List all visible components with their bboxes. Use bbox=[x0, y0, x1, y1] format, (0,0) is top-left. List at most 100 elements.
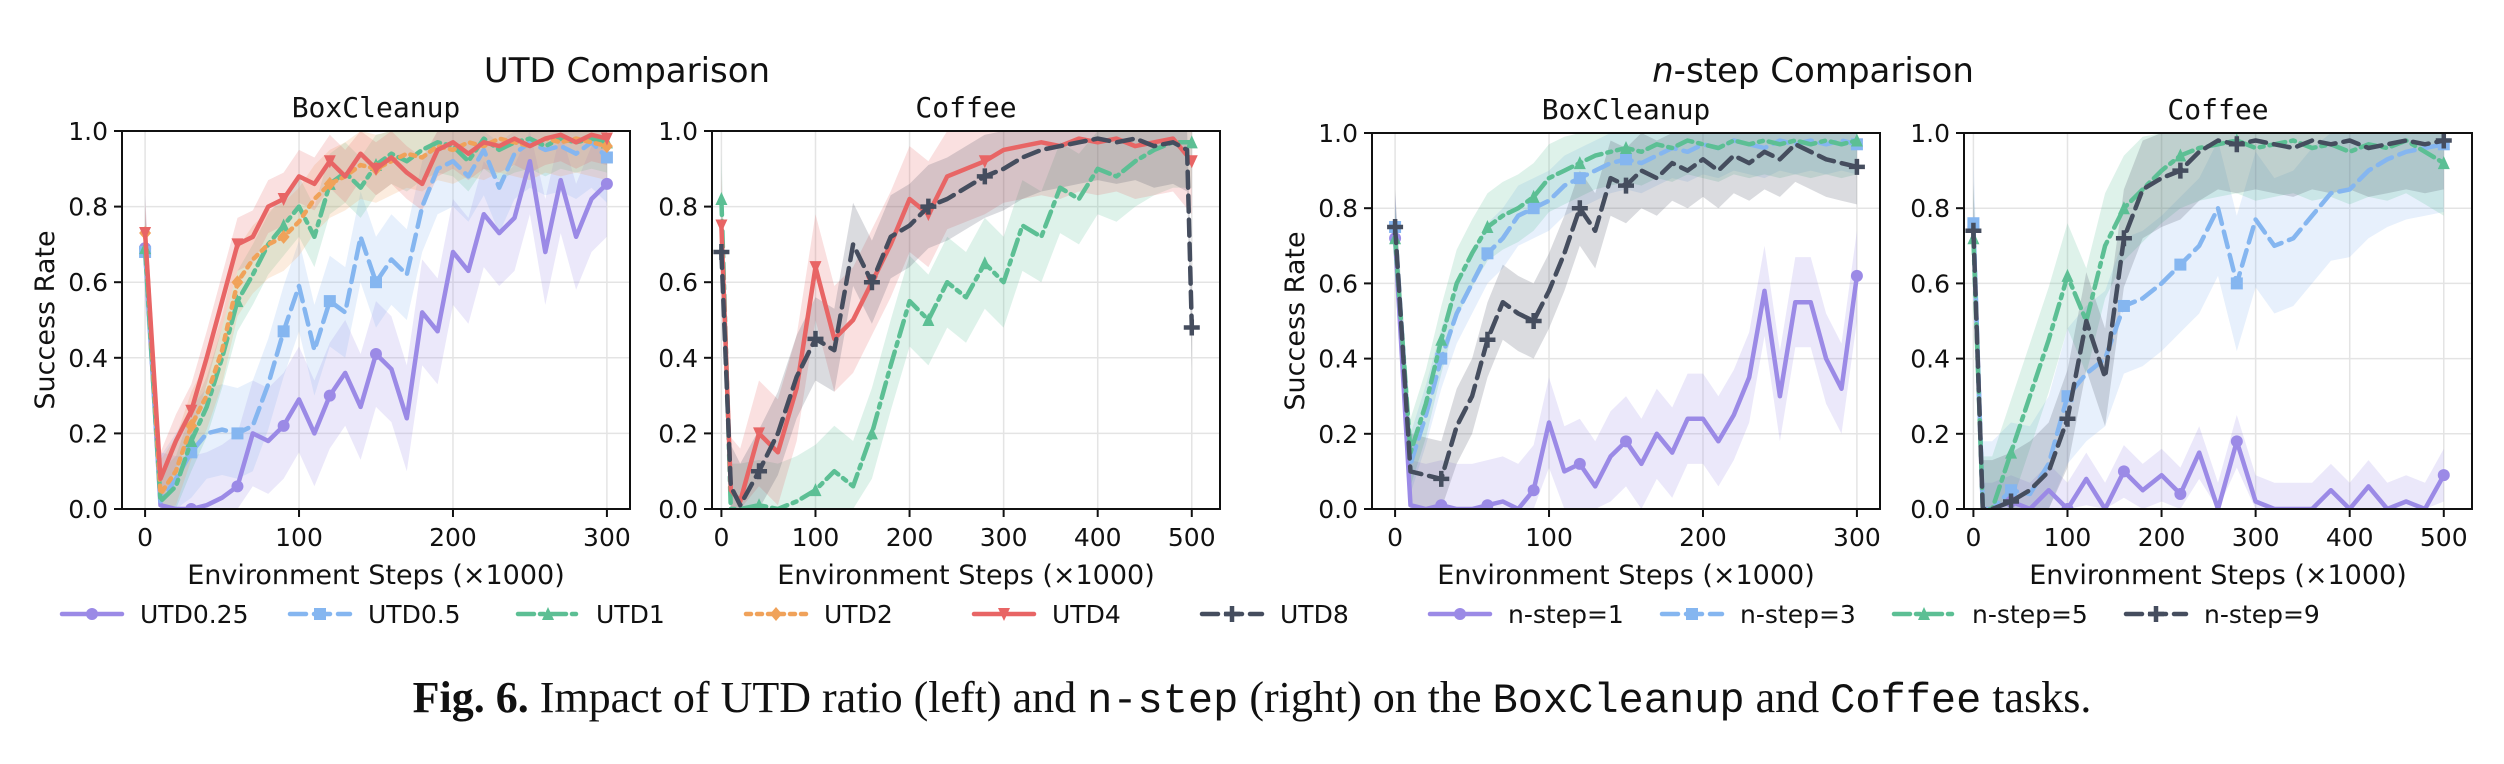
panel-2-series-utd1-point bbox=[809, 483, 822, 497]
panel-3-series-n-step-9-point bbox=[1387, 219, 1404, 235]
panel-2-band-utd8 bbox=[721, 131, 1192, 509]
legend-entry-utd8: UTD8 bbox=[1199, 600, 1349, 629]
panel-4-xtick-label: 0 bbox=[1965, 523, 1981, 552]
panel-3-frame bbox=[1371, 132, 1881, 510]
panel-4-xtick-label: 200 bbox=[2138, 523, 2186, 552]
panel-4-series-n-step-1-point bbox=[2230, 435, 2243, 448]
panel-3-ytick-label: 0.0 bbox=[1318, 495, 1358, 524]
panel-3-series-n-step-5-point bbox=[1620, 141, 1632, 155]
panel-3-xtick-label: 100 bbox=[1525, 523, 1573, 552]
panel-2-series-utd1-point bbox=[978, 256, 991, 270]
panel-2-xtick-label: 100 bbox=[792, 523, 840, 552]
panel-4-series-n-step-5-line bbox=[1971, 138, 2447, 509]
panel-4-ytick-label: 0.6 bbox=[1910, 269, 1950, 298]
panel-1-series-utd0-25-point bbox=[277, 419, 290, 432]
panel-3-series-n-step-5-point bbox=[1850, 133, 1863, 147]
panel-4-ytick-label: 1.0 bbox=[1910, 119, 1950, 148]
panel-4-series-n-step-3-point bbox=[2230, 277, 2243, 290]
legend-entry-n-step-9: n-step=9 bbox=[2123, 600, 2320, 629]
panel-4-series-n-step-9-point bbox=[2172, 162, 2189, 179]
panel-4-series-n-step-5-point bbox=[2005, 445, 2018, 459]
figure-caption: Fig. 6. Impact of UTD ratio (left) and n… bbox=[0, 672, 2504, 725]
panel-3-ytick-label: 1.0 bbox=[1318, 119, 1358, 148]
panel-3-band-n-step-1 bbox=[1395, 193, 1857, 509]
panel-2-xtick-label: 300 bbox=[980, 523, 1028, 552]
panel-1-series-utd2-point bbox=[600, 139, 613, 154]
panel-2-series-utd4-point bbox=[978, 155, 991, 169]
panel-2-xlabel: Environment Steps (×1000) bbox=[777, 560, 1155, 591]
panel-4-series-n-step-5-point bbox=[2437, 156, 2450, 170]
panel-3-ytick-label: 0.6 bbox=[1318, 269, 1358, 298]
legend-entry-utd1-label: UTD1 bbox=[596, 600, 665, 629]
panel-4-xlabel: Environment Steps (×1000) bbox=[2029, 560, 2407, 591]
panel-4-series-n-step-3-point bbox=[2005, 484, 2018, 497]
caption-text-3: and bbox=[1744, 673, 1831, 722]
panel-2: 0.0 0.2 0.4 0.6 0.8 1.0 0 100 200 300 400 500 Coffee… bbox=[658, 91, 1221, 591]
panel-3-plot-area bbox=[1387, 133, 1865, 509]
panel-3-xtick-label: 300 bbox=[1833, 523, 1881, 552]
panel-1-series-utd1-point bbox=[185, 433, 198, 447]
caption-code-coffee: Coffee bbox=[1830, 677, 1982, 725]
panel-4-band-n-step-5 bbox=[1973, 133, 2444, 509]
panel-4-series-n-step-1-point bbox=[2117, 465, 2130, 478]
legend-entry-n-step-5-label: n-step=5 bbox=[1972, 600, 2088, 629]
panel-4-series-n-step-5-point bbox=[2174, 148, 2187, 162]
panel-3: 0.0 0.2 0.4 0.6 0.8 1.0 0 100 200 300 BoxCleanup En… bbox=[1280, 93, 1881, 591]
panel-4: 0.0 0.2 0.4 0.6 0.8 1.0 0 100 200 300 400 500 Coffee… bbox=[1910, 93, 2473, 591]
panel-2-frame bbox=[711, 130, 1221, 510]
panel-3-series-n-step-3-point bbox=[1573, 172, 1586, 185]
panel-4-plot-area bbox=[1965, 133, 2452, 509]
panel-2-series-utd4-point bbox=[715, 219, 728, 233]
legend-entry-utd0-25-marker bbox=[86, 608, 98, 620]
panel-2-series-utd1-point bbox=[715, 192, 728, 206]
panel-1-series-utd0-25-point bbox=[600, 177, 613, 190]
panel-3-series-n-step-5-point bbox=[1527, 189, 1540, 203]
panel-3-series-n-step-9-point bbox=[1848, 158, 1865, 175]
legend-entry-n-step-5-marker bbox=[1918, 607, 1930, 620]
panel-3-band-n-step-3 bbox=[1395, 133, 1857, 494]
panel-1-xtick-label: 0 bbox=[137, 523, 153, 552]
panel-3-series-n-step-3-point bbox=[1620, 153, 1632, 166]
panel-1-series-utd4-point bbox=[600, 132, 613, 146]
panel-3-xlabel: Environment Steps (×1000) bbox=[1437, 560, 1815, 591]
panel-1-ytick-label: 0.6 bbox=[68, 268, 108, 297]
panel-4-ytick-label: 0.8 bbox=[1910, 194, 1950, 223]
panel-1-series-utd2-point bbox=[231, 275, 244, 290]
panel-3-series-n-step-1-point bbox=[1573, 457, 1586, 470]
panel-1-plot-area bbox=[139, 131, 613, 509]
legend-entry-utd8-marker bbox=[1224, 606, 1240, 622]
panel-4-series-n-step-1-point bbox=[2061, 503, 2074, 509]
panel-2-xtick-label: 200 bbox=[886, 523, 934, 552]
panel-4-series-n-step-9-point bbox=[2228, 136, 2245, 153]
panel-2-xtick-label: 400 bbox=[1074, 523, 1122, 552]
panel-3-ytick-label: 0.8 bbox=[1318, 194, 1358, 223]
legend-entry-utd4-label: UTD4 bbox=[1052, 600, 1121, 629]
legend-entry-n-step-9-label: n-step=9 bbox=[2204, 600, 2320, 629]
panel-3-xtick-label: 0 bbox=[1387, 523, 1403, 552]
panel-1-band-utd1 bbox=[145, 131, 607, 509]
panel-3-band-n-step-5 bbox=[1395, 133, 1857, 487]
panel-1-series-utd4-point bbox=[323, 155, 336, 169]
panel-4-ytick-label: 0.2 bbox=[1910, 420, 1950, 449]
panel-3-series-n-step-5-point bbox=[1573, 156, 1586, 170]
group-title-utd: UTD Comparison bbox=[484, 51, 770, 91]
panel-2-band-utd4 bbox=[721, 131, 1192, 509]
panel-1-title: BoxCleanup bbox=[292, 91, 461, 124]
panel-3-series-n-step-9-point bbox=[1618, 177, 1634, 194]
panel-1-series-utd0-5-point bbox=[600, 151, 613, 164]
panel-3-series-n-step-9-point bbox=[1479, 331, 1496, 348]
panel-1-series-utd0-5-point bbox=[231, 427, 244, 440]
legend-entry-utd0-25-label: UTD0.25 bbox=[140, 600, 248, 629]
legend-entry-utd4-marker bbox=[998, 608, 1010, 621]
panel-2-series-utd1-point bbox=[865, 426, 878, 440]
legend-entry-n-step-1-marker bbox=[1454, 608, 1466, 620]
panel-3-series-n-step-3-point bbox=[1481, 247, 1494, 260]
panel-1-series-utd0-25-point bbox=[231, 480, 244, 493]
panel-2-series-utd8-line bbox=[719, 136, 1195, 508]
panel-2-series-utd8-point bbox=[863, 274, 880, 291]
panel-4-series-n-step-9-line bbox=[1971, 138, 2447, 509]
legend-entry-utd4: UTD4 bbox=[971, 600, 1121, 629]
group-title-nstep: n-step Comparison bbox=[1652, 51, 1974, 91]
panel-1-ytick-label: 0.2 bbox=[68, 419, 108, 448]
legend-entry-n-step-1: n-step=1 bbox=[1427, 600, 1624, 629]
